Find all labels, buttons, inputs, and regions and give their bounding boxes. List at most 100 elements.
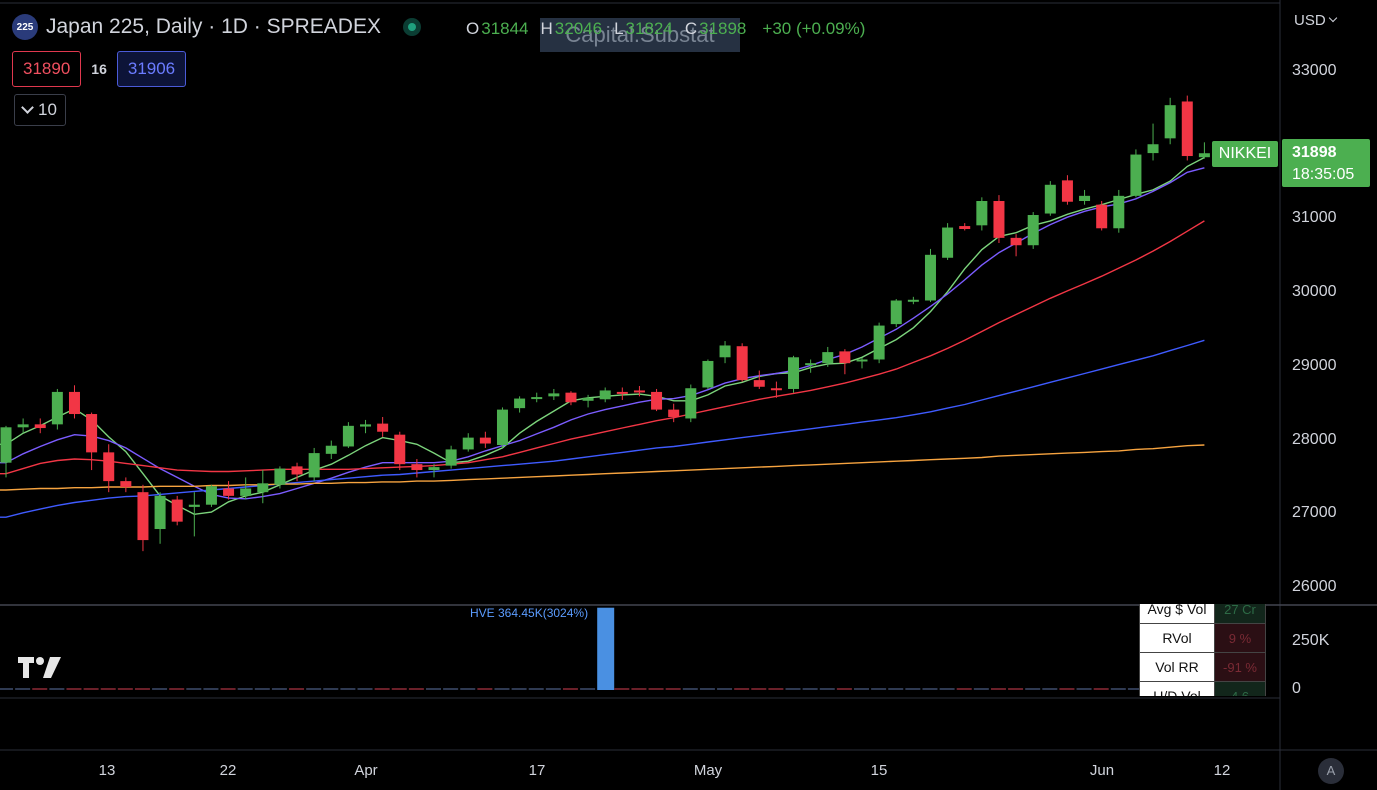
candle-body	[736, 346, 748, 381]
candle-body	[223, 488, 235, 496]
low-value: 31824	[625, 19, 673, 38]
currency-selector[interactable]: USD	[1294, 12, 1337, 29]
volume-bar	[391, 688, 407, 690]
candle-body	[959, 226, 971, 230]
buy-button[interactable]: 31906	[116, 51, 187, 87]
candle	[942, 223, 954, 260]
bar-countdown: 18:35:05	[1292, 166, 1355, 183]
candle-body	[565, 392, 577, 403]
candle-body	[17, 424, 29, 428]
volume-bar	[956, 688, 972, 690]
candle	[582, 394, 594, 408]
volume-bar	[49, 688, 65, 690]
tradingview-logo-icon[interactable]	[16, 654, 64, 685]
stat-label: U/D Vol	[1139, 681, 1215, 696]
volume-bar	[443, 688, 459, 690]
candle-body	[531, 397, 543, 400]
stat-value: 9 %	[1214, 623, 1266, 653]
candle-body	[976, 201, 988, 226]
moving-average-lines	[0, 156, 1205, 518]
volume-bar	[1093, 688, 1109, 690]
candle-body	[668, 409, 680, 417]
candle	[394, 431, 406, 471]
candle-body	[822, 352, 834, 364]
volume-bar	[237, 688, 253, 690]
volume-bar	[562, 688, 578, 690]
candle-body	[1198, 153, 1210, 158]
price-tick-label: 26000	[1292, 578, 1337, 595]
symbol-header[interactable]: 225 Japan 225, Daily · 1D · SPREADEX	[12, 12, 421, 42]
volume-bar	[1008, 688, 1024, 690]
candle-body	[942, 227, 954, 258]
volume-bar	[117, 688, 133, 690]
volume-bar	[220, 688, 236, 690]
currency-label: USD	[1294, 12, 1326, 29]
candle-body	[428, 467, 440, 471]
volume-bar	[254, 688, 270, 690]
time-tick-label: May	[693, 762, 723, 779]
candle-body	[325, 445, 337, 454]
volume-stats-table: Avg $ Vol 27 Cr RVol 9 % Vol RR -91 % U/D V…	[1139, 604, 1267, 696]
candle-body	[308, 453, 320, 478]
candle-body	[719, 345, 731, 358]
candle-body	[633, 390, 645, 393]
price-tick-label: 29000	[1292, 356, 1337, 374]
candle	[856, 358, 868, 369]
chevron-down-icon	[1328, 13, 1337, 23]
candle-body	[257, 483, 269, 493]
volume-bar	[289, 688, 305, 690]
volume-series	[0, 607, 1212, 690]
candle-body	[788, 357, 800, 389]
symbol-title[interactable]: Japan 225, Daily · 1D · SPREADEX	[46, 15, 381, 38]
volume-bar	[580, 688, 596, 690]
candlestick-series	[0, 95, 1210, 552]
candle-body	[993, 201, 1005, 238]
candle	[342, 422, 354, 448]
candle-body	[411, 464, 423, 471]
candle-body	[651, 391, 663, 410]
stat-label: RVol	[1139, 623, 1215, 653]
volume-bar	[528, 688, 544, 690]
candle	[188, 492, 200, 537]
candle-body	[1061, 180, 1073, 202]
sell-button[interactable]: 31890	[12, 51, 82, 87]
volume-bar	[819, 688, 835, 690]
candle-body	[1096, 204, 1108, 229]
candle	[616, 387, 628, 401]
candle	[753, 370, 765, 389]
watermark: Capital.Substat	[540, 18, 740, 52]
volume-bar	[614, 688, 630, 690]
candle-body	[51, 391, 63, 425]
market-status-icon[interactable]	[402, 18, 421, 36]
price-tick-label: 30000	[1292, 283, 1337, 301]
volume-bar	[922, 688, 938, 690]
candle-body	[839, 351, 851, 364]
volume-bar	[631, 688, 647, 690]
last-price-badge: 31898 18:35:05	[1282, 139, 1370, 187]
candle-body	[548, 393, 560, 397]
candle-body	[120, 481, 132, 488]
candle-body	[342, 425, 354, 447]
candle	[86, 412, 98, 471]
candle-body	[360, 424, 372, 427]
candle-body	[34, 424, 46, 429]
candle	[68, 385, 80, 419]
candle	[1147, 123, 1159, 161]
candle	[770, 381, 782, 398]
low-label: L	[614, 19, 624, 38]
volume-bar	[785, 688, 801, 690]
moving-average-line	[0, 339, 1205, 518]
volume-bar	[1025, 688, 1041, 690]
indicators-toggle[interactable]: 10	[14, 94, 66, 126]
candle-body	[137, 492, 149, 541]
candle	[805, 359, 817, 373]
candle-body	[86, 414, 98, 453]
volume-bar	[973, 688, 989, 690]
candle	[531, 392, 543, 403]
volume-bar	[340, 688, 356, 690]
auto-scale-button[interactable]: A	[1318, 758, 1344, 784]
volume-bar	[169, 688, 185, 690]
time-tick-label: 17	[528, 762, 546, 779]
chevron-down-icon	[21, 101, 34, 114]
